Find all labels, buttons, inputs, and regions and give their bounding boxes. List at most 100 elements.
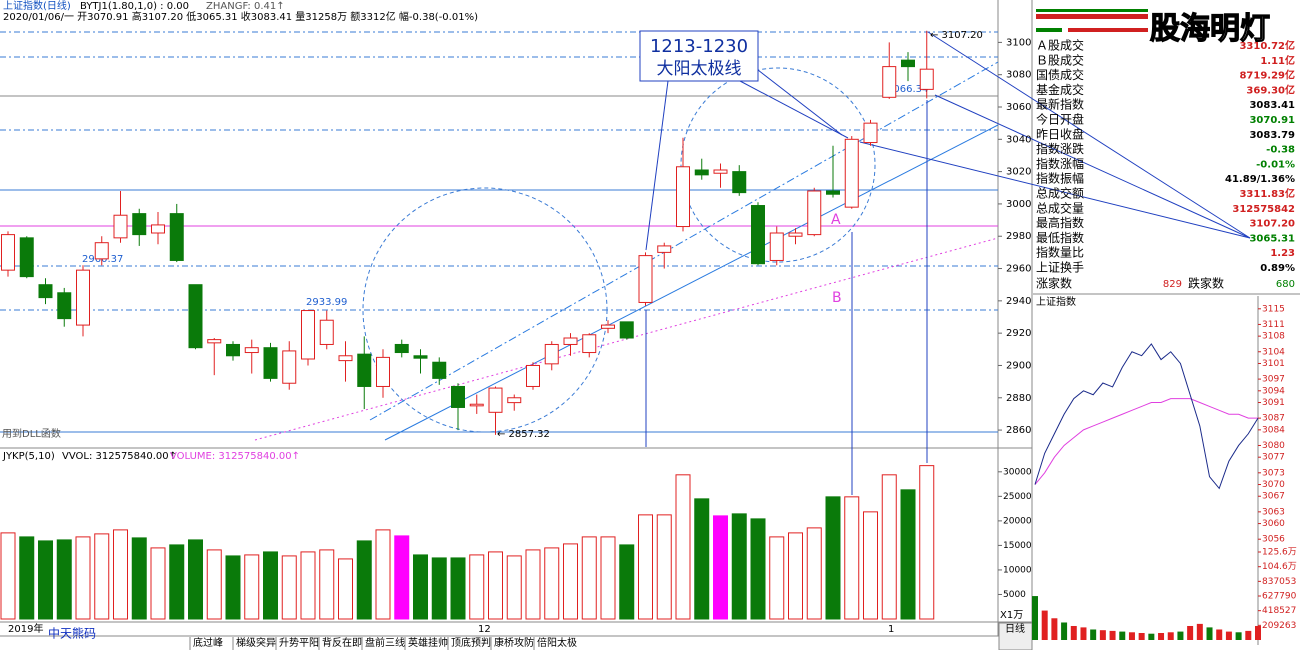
panel-label: Ａ股成交 [1036,38,1084,53]
tab[interactable]: 康桥攻防 [494,636,534,649]
y-tick-label: 3056 [1262,535,1285,545]
quote: 2020/01/06/一 开3070.91 高3107.20 低3065.31 … [3,10,478,23]
y-tick-label: 2880 [1006,393,1031,404]
volume-bar [656,514,672,620]
y-tick-label: 104.6万 [1262,562,1297,572]
annotation: 2933.99 [306,297,347,308]
candle-body [151,224,165,234]
indicator: BYTJ1(1.80,1,0) : 0.00 [80,1,189,12]
tab[interactable]: 倍阳太极 [537,636,577,649]
candle-body [713,169,728,174]
mini-volume-bar [1109,630,1116,640]
mini-volume-bar [1119,631,1126,640]
volume-bar [375,529,391,620]
y-tick-label: 627790 [1262,592,1297,602]
tab[interactable]: 盘前三线 [365,636,405,649]
volume-bar [544,547,560,620]
tab[interactable]: 背反在即 [322,636,362,649]
candle-body [544,343,559,365]
panel-label: 总成交量 [1036,200,1084,215]
volume-bar [169,544,185,620]
panel-label: Ｂ股成交 [1036,52,1084,67]
candle-body [19,237,34,278]
y-tick-label: 418527 [1262,606,1296,616]
logo: 中天熊码 [48,626,96,641]
panel-value: 8719.29亿 [1239,69,1295,82]
mini-volume-bar [1187,625,1194,640]
tab[interactable]: 升势平阳 [279,636,319,649]
volume-bar [188,539,203,620]
panel-value: 3107.20 [1249,219,1295,230]
mini-volume-bar [1167,632,1174,640]
candle-body [619,321,634,339]
tab[interactable]: 英雄挂帅 [408,636,448,649]
volume-bar [638,514,653,620]
mini-volume-bar [1080,627,1087,640]
volume-bar [431,557,447,620]
y-tick-label: 3101 [1262,359,1285,369]
y-tick-label: 3080 [1262,441,1285,451]
y-tick-label: 3115 [1262,304,1285,314]
tab[interactable]: 顶底预判 [451,636,491,649]
y-tick-label: 2980 [1006,231,1031,242]
candle-body [638,255,653,303]
candle-body [413,355,428,359]
y-tick-label: 3060 [1006,102,1031,113]
vvol: VVOL: 312575840.00↑ [62,451,177,462]
y-tick-label: 15000 [1003,541,1032,551]
candle-body [38,284,53,299]
symbol: 上证指数(日线) [3,0,71,12]
mini-volume-bar [1032,596,1038,640]
y-tick-label: 3084 [1262,425,1285,435]
volume-bar [675,474,691,620]
mini-title: 上证指数 [1036,295,1076,308]
annotation: B [832,290,842,306]
panel-label: 今日开盘 [1036,112,1084,127]
candle-body [263,347,278,379]
period[interactable]: 日线 [1005,622,1025,635]
y-tick-label: 3077 [1262,453,1285,463]
tab[interactable]: 梯级突异 [236,636,276,649]
panel-value: 1.23 [1270,248,1295,259]
volume-bar [919,465,935,620]
volume-bar [581,536,597,620]
volume-bar [225,555,241,620]
candle-body [863,122,878,144]
panel-label: 最新指数 [1036,97,1084,112]
y-tick-label: 3070 [1262,480,1285,490]
mini-volume-bar [1051,618,1058,640]
price-line [1034,343,1259,490]
y-tick-label: 125.6万 [1262,548,1297,558]
candle-body [657,245,672,253]
candle-body [901,59,915,68]
volume-bar [150,547,166,620]
y-tick-label: 20000 [1003,516,1032,526]
y-tick-label: 2960 [1006,264,1031,275]
candle-body [338,355,353,362]
volume-bar [619,544,635,620]
mini-volume-bar [1255,625,1261,640]
panel-label: 基金成交 [1036,82,1084,97]
candle-body [844,138,859,208]
watermark: 股海明灯 [1150,12,1270,47]
candle-body [301,310,315,360]
y-tick-label: 3080 [1006,70,1031,81]
up-value: 829 [1163,279,1182,290]
candle-body [807,190,822,236]
tab[interactable]: 底过峰 [193,636,223,649]
volume-bar [206,549,222,620]
volume-bar [731,513,747,620]
volume-bar [19,536,35,620]
candle-body [188,284,203,349]
y-tick-label: 3020 [1006,167,1031,178]
candle-body [207,339,222,344]
unit: X1万 [1000,610,1023,621]
y-tick-label: 3087 [1262,414,1285,424]
mini-volume-bar [1138,632,1145,640]
panel-value: 3311.83亿 [1239,187,1295,200]
panel-label: 指数量比 [1036,245,1084,260]
candle-body [694,169,709,176]
annotation: ← 3107.20 [930,30,983,41]
panel-label: 总成交额 [1036,186,1084,201]
